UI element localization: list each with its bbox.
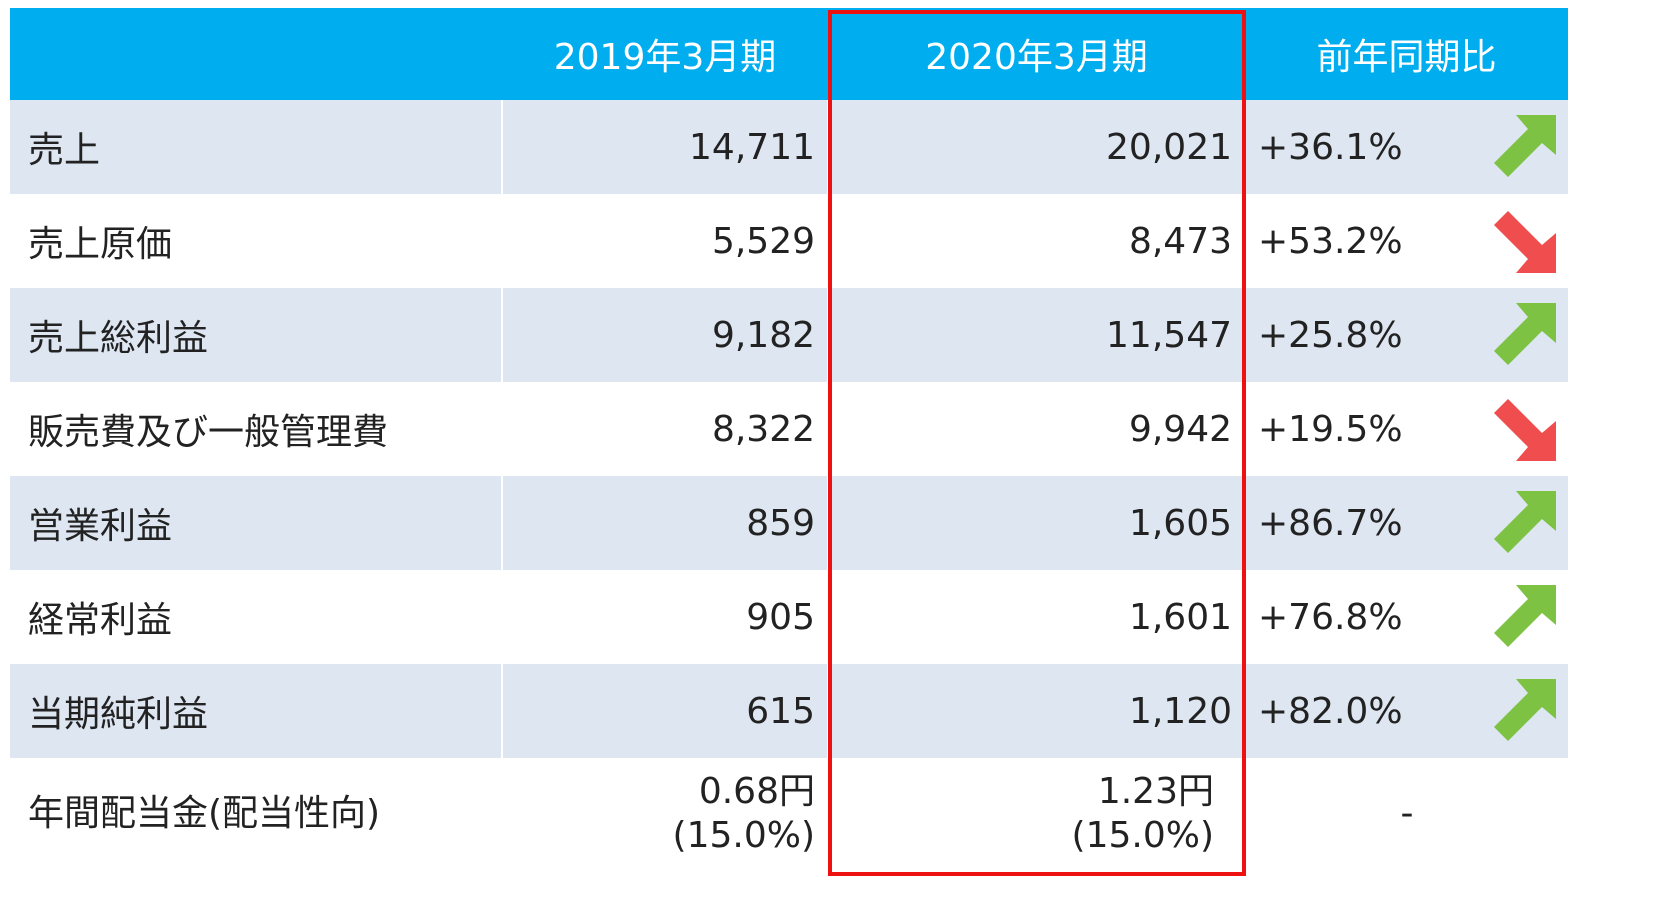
row: 年間配当金(配当性向) 0.68円 (15.0%) 1.23円 (15.0%) - bbox=[10, 758, 1568, 870]
row-label: 売上総利益 bbox=[10, 288, 502, 382]
table-wrap: 2019年3月期 2020年3月期 前年同期比 売上 14,711 20,021 +3… bbox=[10, 8, 1568, 870]
change-cell: +86.7% bbox=[1244, 476, 1568, 570]
change-text: +82.0% bbox=[1258, 690, 1403, 732]
change-wrap: +53.2% bbox=[1258, 209, 1556, 273]
row-label: 年間配当金(配当性向) bbox=[28, 793, 381, 834]
arrow-up bbox=[1494, 491, 1556, 553]
change-text: +36.1% bbox=[1258, 126, 1403, 168]
header-cell: 前年同期比 bbox=[1245, 8, 1568, 100]
arrow-up bbox=[1494, 585, 1556, 647]
row: 売上総利益 9,182 11,547 +25.8% bbox=[10, 288, 1568, 382]
change-wrap: +82.0% bbox=[1258, 679, 1556, 743]
highlight-frame bbox=[828, 10, 1246, 876]
value-cell: 5,529 bbox=[501, 194, 828, 288]
value-cell: 615 bbox=[501, 664, 828, 758]
header-cell: 2020年3月期 bbox=[828, 8, 1245, 100]
change-cell: +53.2% bbox=[1244, 194, 1568, 288]
change-cell: +76.8% bbox=[1244, 570, 1568, 664]
row-label: 売上 bbox=[10, 100, 502, 194]
row-label: 営業利益 bbox=[10, 476, 502, 570]
value-cell: 11,547 bbox=[827, 288, 1245, 382]
header-empty bbox=[10, 8, 502, 100]
row-label: 当期純利益 bbox=[10, 664, 502, 758]
change-text: +86.7% bbox=[1258, 502, 1403, 544]
header-row: 2019年3月期 2020年3月期 前年同期比 bbox=[10, 8, 1568, 100]
row: 売上 14,711 20,021 +36.1% bbox=[10, 100, 1568, 194]
value-cell: 0.68円 (15.0%) bbox=[501, 758, 828, 870]
change-wrap: +19.5% bbox=[1258, 397, 1556, 461]
change-text: +76.8% bbox=[1258, 596, 1403, 638]
row: 当期純利益 615 1,120 +82.0% bbox=[10, 664, 1568, 758]
row: 販売費及び一般管理費 8,322 9,942 +19.5% bbox=[10, 382, 1568, 476]
change-cell: - bbox=[1244, 758, 1568, 870]
row: 経常利益 905 1,601 +76.8% bbox=[10, 570, 1568, 664]
change-cell: +82.0% bbox=[1244, 664, 1568, 758]
arrow-down bbox=[1494, 399, 1556, 461]
arrow-up bbox=[1494, 115, 1556, 177]
row: 売上原価 5,529 8,473 +53.2% bbox=[10, 194, 1568, 288]
change-cell: +36.1% bbox=[1244, 100, 1568, 194]
value-line: 1.23円 bbox=[1097, 771, 1214, 812]
change-text: +53.2% bbox=[1258, 220, 1403, 262]
value-cell: 1,605 bbox=[827, 476, 1245, 570]
change-wrap: +36.1% bbox=[1258, 115, 1556, 179]
arrow-down bbox=[1494, 211, 1556, 273]
value-cell: 9,942 bbox=[827, 382, 1245, 476]
value-cell: 9,182 bbox=[501, 288, 828, 382]
arrow-up bbox=[1494, 303, 1556, 365]
value-line: 0.68円 bbox=[698, 771, 815, 812]
value-cell: 1.23円 (15.0%) bbox=[827, 758, 1245, 870]
change-cell: +25.8% bbox=[1244, 288, 1568, 382]
header-cell: 2019年3月期 bbox=[502, 8, 828, 100]
change-text: +19.5% bbox=[1258, 408, 1403, 450]
value-cell: 8,322 bbox=[501, 382, 828, 476]
value-cell: 859 bbox=[501, 476, 828, 570]
arrow-up bbox=[1494, 679, 1556, 741]
row-label: 経常利益 bbox=[28, 600, 173, 641]
value-cell: 20,021 bbox=[827, 100, 1245, 194]
row-label: 販売費及び一般管理費 bbox=[28, 412, 389, 453]
change-cell: +19.5% bbox=[1244, 382, 1568, 476]
financial-table: 2019年3月期 2020年3月期 前年同期比 売上 14,711 20,021 +3… bbox=[10, 8, 1568, 870]
value-cell: 1,120 bbox=[827, 664, 1245, 758]
change-text: +25.8% bbox=[1258, 314, 1403, 356]
row-label: 売上原価 bbox=[28, 224, 173, 265]
change-wrap: +25.8% bbox=[1258, 303, 1556, 367]
value-line: (15.0%) bbox=[672, 815, 815, 856]
value-cell: 14,711 bbox=[501, 100, 828, 194]
value-line: (15.0%) bbox=[1071, 815, 1214, 856]
row: 営業利益 859 1,605 +86.7% bbox=[10, 476, 1568, 570]
change-wrap: +76.8% bbox=[1258, 585, 1556, 649]
value-cell: 8,473 bbox=[827, 194, 1245, 288]
value-cell: 905 bbox=[501, 570, 828, 664]
change-wrap: +86.7% bbox=[1258, 491, 1556, 555]
